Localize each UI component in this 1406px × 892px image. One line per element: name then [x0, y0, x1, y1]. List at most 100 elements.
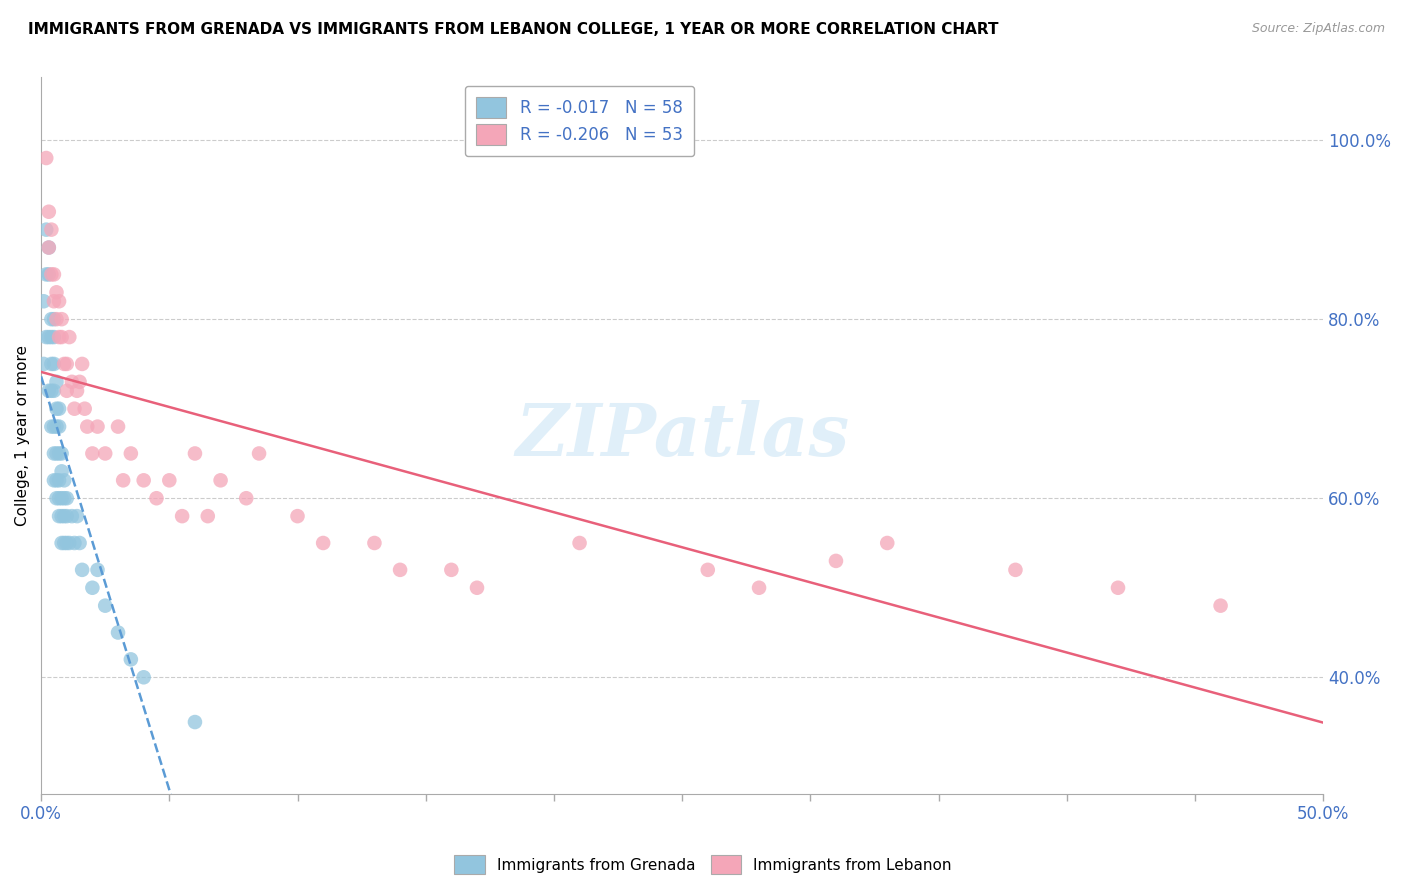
Point	[184, 714, 207, 729]
Point	[35, 268, 58, 282]
Point	[197, 509, 219, 524]
Point	[184, 446, 207, 460]
Point	[63, 536, 86, 550]
Point	[73, 401, 96, 416]
Point	[157, 473, 180, 487]
Point	[440, 563, 463, 577]
Point	[120, 652, 142, 666]
Text: Source: ZipAtlas.com: Source: ZipAtlas.com	[1251, 22, 1385, 36]
Point	[35, 222, 58, 236]
Point	[38, 241, 60, 255]
Point	[51, 491, 73, 506]
Legend: Immigrants from Grenada, Immigrants from Lebanon: Immigrants from Grenada, Immigrants from…	[449, 849, 957, 880]
Point	[38, 330, 60, 344]
Point	[51, 464, 73, 478]
Point	[45, 419, 67, 434]
Point	[42, 419, 65, 434]
Point	[41, 384, 63, 398]
Point	[86, 419, 108, 434]
Point	[120, 446, 142, 460]
Point	[41, 312, 63, 326]
Point	[748, 581, 770, 595]
Point	[51, 509, 73, 524]
Point	[53, 509, 76, 524]
Point	[389, 563, 412, 577]
Point	[58, 536, 80, 550]
Point	[35, 330, 58, 344]
Point	[55, 509, 77, 524]
Text: ZIPatlas: ZIPatlas	[515, 400, 849, 471]
Text: IMMIGRANTS FROM GRENADA VS IMMIGRANTS FROM LEBANON COLLEGE, 1 YEAR OR MORE CORRE: IMMIGRANTS FROM GRENADA VS IMMIGRANTS FR…	[28, 22, 998, 37]
Point	[41, 268, 63, 282]
Point	[42, 294, 65, 309]
Point	[45, 401, 67, 416]
Point	[45, 446, 67, 460]
Point	[42, 446, 65, 460]
Point	[568, 536, 591, 550]
Point	[51, 330, 73, 344]
Point	[55, 491, 77, 506]
Point	[42, 312, 65, 326]
Point	[825, 554, 848, 568]
Point	[41, 419, 63, 434]
Point	[53, 536, 76, 550]
Point	[48, 419, 70, 434]
Point	[172, 509, 194, 524]
Point	[132, 670, 155, 684]
Point	[38, 384, 60, 398]
Point	[42, 268, 65, 282]
Point	[45, 285, 67, 300]
Point	[465, 581, 488, 595]
Point	[48, 491, 70, 506]
Point	[82, 581, 104, 595]
Point	[48, 473, 70, 487]
Point	[51, 312, 73, 326]
Y-axis label: College, 1 year or more: College, 1 year or more	[15, 345, 30, 526]
Point	[51, 536, 73, 550]
Point	[86, 563, 108, 577]
Point	[42, 473, 65, 487]
Point	[107, 419, 129, 434]
Point	[70, 357, 93, 371]
Legend: R = -0.017   N = 58, R = -0.206   N = 53: R = -0.017 N = 58, R = -0.206 N = 53	[465, 86, 695, 156]
Point	[45, 473, 67, 487]
Point	[41, 330, 63, 344]
Point	[66, 509, 89, 524]
Point	[42, 330, 65, 344]
Point	[76, 419, 98, 434]
Point	[45, 375, 67, 389]
Point	[1004, 563, 1026, 577]
Point	[48, 509, 70, 524]
Point	[247, 446, 270, 460]
Point	[70, 563, 93, 577]
Point	[312, 536, 335, 550]
Point	[60, 509, 83, 524]
Point	[145, 491, 167, 506]
Point	[48, 446, 70, 460]
Point	[66, 384, 89, 398]
Point	[58, 330, 80, 344]
Point	[51, 446, 73, 460]
Point	[42, 357, 65, 371]
Point	[112, 473, 135, 487]
Point	[107, 625, 129, 640]
Point	[38, 268, 60, 282]
Point	[1209, 599, 1232, 613]
Point	[63, 401, 86, 416]
Point	[94, 599, 117, 613]
Point	[41, 357, 63, 371]
Point	[35, 151, 58, 165]
Point	[38, 204, 60, 219]
Point	[53, 473, 76, 487]
Point	[55, 384, 77, 398]
Point	[41, 222, 63, 236]
Point	[48, 330, 70, 344]
Point	[55, 357, 77, 371]
Point	[132, 473, 155, 487]
Point	[53, 491, 76, 506]
Point	[45, 491, 67, 506]
Point	[32, 357, 55, 371]
Point	[32, 294, 55, 309]
Point	[60, 375, 83, 389]
Point	[69, 375, 91, 389]
